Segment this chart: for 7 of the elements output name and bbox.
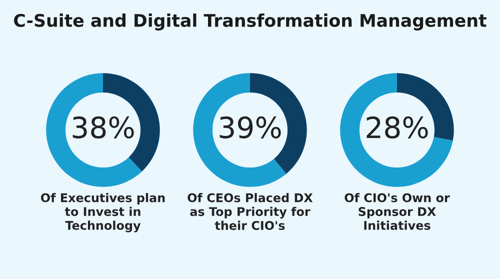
data-label: 38% bbox=[72, 116, 134, 138]
text: Of CIO's Own or Sponsor DX Initiatives bbox=[344, 193, 450, 230]
text: C-Suite and Digital Transformation Management bbox=[14, 14, 486, 30]
text: Of CEOs Placed DX as Top Priority for their CIO's bbox=[188, 193, 313, 230]
text: Of Executives plan to Invest in Technology bbox=[40, 193, 165, 232]
data-label: 28% bbox=[366, 116, 428, 138]
data-label: 39% bbox=[220, 116, 281, 138]
